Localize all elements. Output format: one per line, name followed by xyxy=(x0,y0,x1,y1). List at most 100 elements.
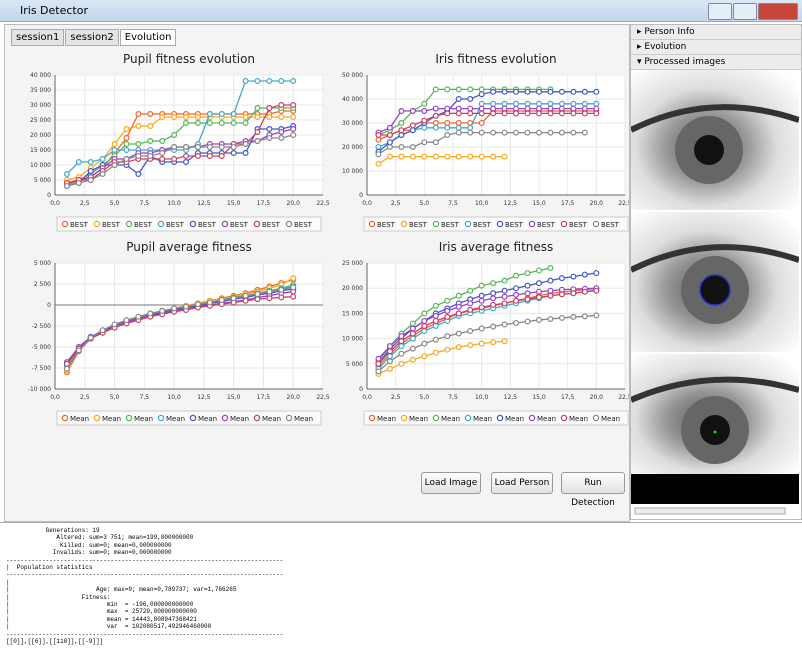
data-point xyxy=(388,354,393,359)
data-point xyxy=(172,157,177,162)
data-point xyxy=(219,121,224,126)
y-tick-label: 20 000 xyxy=(30,132,51,139)
data-point xyxy=(231,121,236,126)
legend-marker xyxy=(401,415,406,420)
x-tick-label: 20,0 xyxy=(287,200,301,207)
y-tick-label: 5 000 xyxy=(34,177,51,184)
x-tick-label: 12,5 xyxy=(504,200,518,207)
y-tick-label: 15 000 xyxy=(342,310,363,317)
data-point xyxy=(548,101,553,106)
y-tick-label: 25 000 xyxy=(30,117,51,124)
scrollbar[interactable] xyxy=(635,508,785,514)
console: Generations: 19 Altered: sum=3 751; mean… xyxy=(0,522,802,648)
data-point xyxy=(571,130,576,135)
legend-marker xyxy=(94,221,99,226)
data-point xyxy=(267,289,272,294)
data-point xyxy=(582,289,587,294)
data-point xyxy=(255,292,260,297)
data-point xyxy=(255,130,260,135)
console-line: | min = -196,000000000000 xyxy=(6,601,796,608)
data-point xyxy=(243,121,248,126)
y-tick-label: -10 000 xyxy=(28,386,51,393)
legend-label: Mean xyxy=(473,415,492,423)
legend-label: Mean xyxy=(569,415,588,423)
legend-label: Mean xyxy=(198,415,217,423)
console-line: | var = 102080517,492946460000 xyxy=(6,623,796,630)
data-point xyxy=(445,347,450,352)
data-point xyxy=(136,314,141,319)
data-point xyxy=(376,356,381,361)
data-point xyxy=(582,106,587,111)
accordion-header[interactable]: ▾ Processed images xyxy=(631,55,801,70)
legend-label: BEST xyxy=(505,221,524,229)
data-point xyxy=(267,136,272,141)
data-point xyxy=(537,106,542,111)
legend-marker xyxy=(190,221,195,226)
data-point xyxy=(148,311,153,316)
y-tick-label: 30 000 xyxy=(30,102,51,109)
data-point xyxy=(468,130,473,135)
data-point xyxy=(267,127,272,132)
data-point xyxy=(148,154,153,159)
accordion-header[interactable]: ▸ Evolution xyxy=(631,40,801,55)
data-point xyxy=(112,322,117,327)
data-point xyxy=(479,305,484,310)
legend-label: BEST xyxy=(377,221,396,229)
button[interactable]: Run Detection xyxy=(561,472,625,494)
data-point xyxy=(388,125,393,130)
data-point xyxy=(433,319,438,324)
button[interactable]: Load Image xyxy=(421,472,481,494)
data-point xyxy=(399,334,404,339)
x-tick-label: 20,0 xyxy=(590,394,604,401)
data-point xyxy=(267,296,272,301)
legend-marker xyxy=(497,221,502,226)
data-point xyxy=(445,121,450,126)
data-point xyxy=(479,283,484,288)
data-point xyxy=(410,321,415,326)
data-point xyxy=(88,160,93,165)
chart-title: Iris fitness evolution xyxy=(435,52,556,66)
data-point xyxy=(410,326,415,331)
legend-label: BEST xyxy=(537,221,556,229)
data-point xyxy=(148,124,153,129)
data-point xyxy=(88,178,93,183)
x-tick-label: 2,5 xyxy=(391,394,401,401)
console-line: ----------------------------------------… xyxy=(6,631,796,638)
tab[interactable]: session1 xyxy=(11,29,64,46)
data-point xyxy=(433,314,438,319)
data-point xyxy=(196,154,201,159)
data-point xyxy=(491,340,496,345)
console-line: | xyxy=(6,579,796,586)
legend-marker xyxy=(465,415,470,420)
data-point xyxy=(468,154,473,159)
x-tick-label: 10,0 xyxy=(167,394,181,401)
data-point xyxy=(422,101,427,106)
close[interactable] xyxy=(758,3,798,20)
data-point xyxy=(422,125,427,130)
data-point xyxy=(207,145,212,150)
legend-label: BEST xyxy=(601,221,620,229)
tab[interactable]: session2 xyxy=(65,29,118,46)
accordion-header[interactable]: ▸ Person Info xyxy=(631,25,801,40)
y-tick-label: 20 000 xyxy=(342,144,363,151)
data-point xyxy=(433,106,438,111)
data-point xyxy=(422,329,427,334)
data-point xyxy=(537,101,542,106)
data-point xyxy=(525,111,530,116)
data-point xyxy=(410,128,415,133)
y-tick-label: 25 000 xyxy=(342,260,363,267)
data-point xyxy=(560,276,565,281)
data-point xyxy=(291,103,296,108)
data-point xyxy=(148,112,153,117)
minimize[interactable] xyxy=(708,3,732,20)
data-point xyxy=(399,154,404,159)
tab[interactable]: Evolution xyxy=(120,29,177,46)
legend-label: BEST xyxy=(473,221,492,229)
legend-marker xyxy=(433,415,438,420)
data-point xyxy=(582,89,587,94)
data-point xyxy=(112,148,117,153)
maximize[interactable] xyxy=(733,3,757,20)
button[interactable]: Load Person xyxy=(491,472,553,494)
label: Evolution xyxy=(644,42,686,52)
console-line: Killed: sum=0; mean=0,000000000 xyxy=(6,542,796,549)
